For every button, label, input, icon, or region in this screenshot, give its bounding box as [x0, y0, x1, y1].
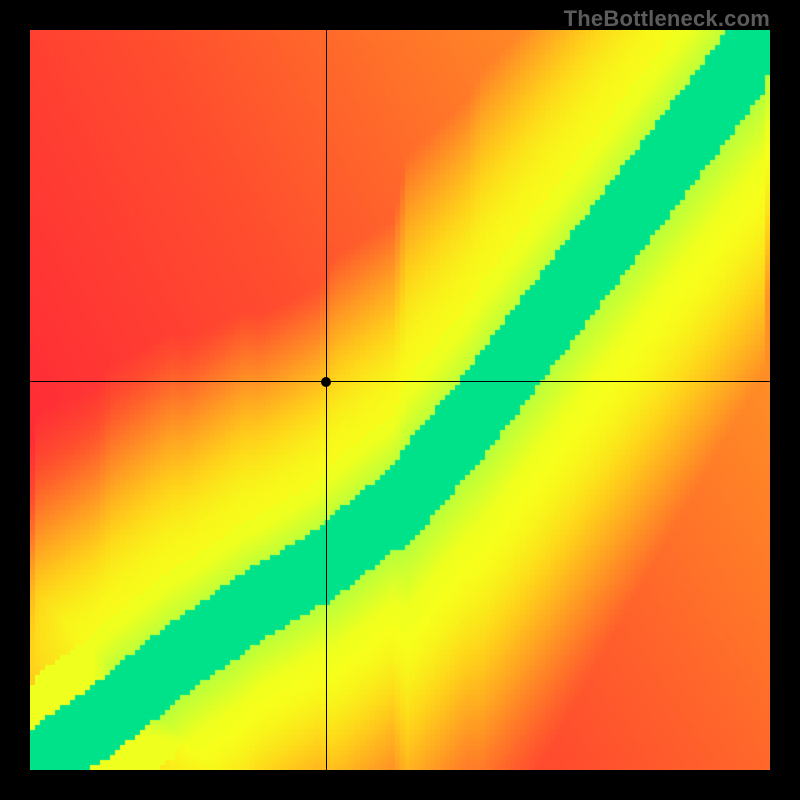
watermark-text: TheBottleneck.com	[564, 6, 770, 32]
chart-frame: { "watermark": { "text": "TheBottleneck.…	[0, 0, 800, 800]
heatmap-canvas	[30, 30, 770, 770]
